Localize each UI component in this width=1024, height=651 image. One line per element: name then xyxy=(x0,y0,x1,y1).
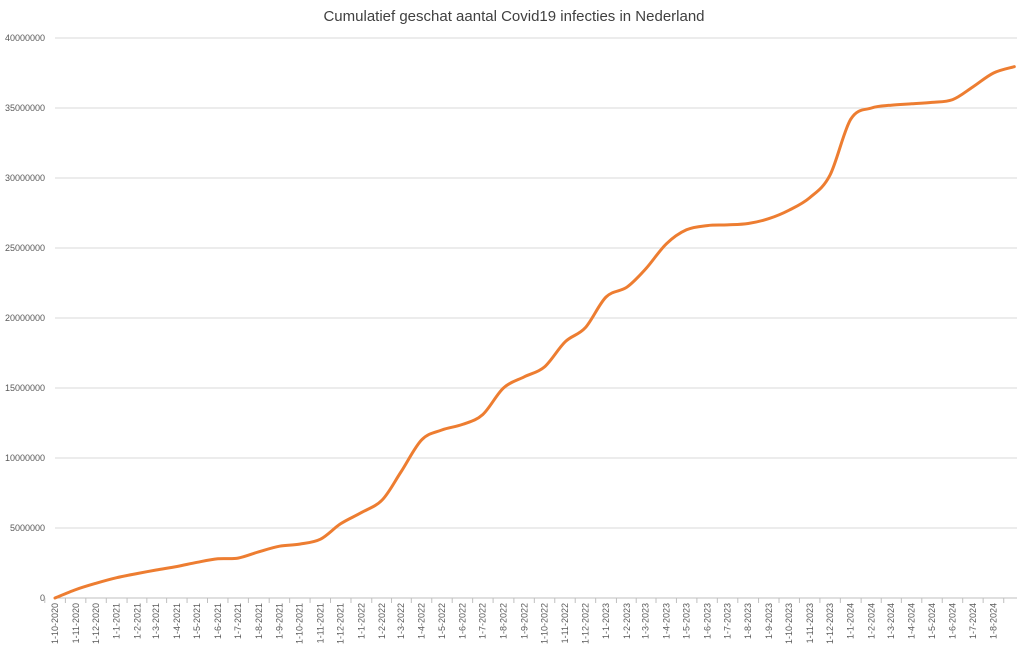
x-tick-label: 1-11-2023 xyxy=(805,603,815,643)
x-tick-label: 1-11-2021 xyxy=(315,603,325,643)
y-tick-label: 30000000 xyxy=(5,173,45,183)
x-tick-label: 1-5-2022 xyxy=(437,603,447,639)
x-tick-label: 1-8-2021 xyxy=(254,603,264,639)
y-tick-label: 40000000 xyxy=(5,33,45,43)
x-tick-label: 1-4-2022 xyxy=(417,603,427,639)
gridlines xyxy=(55,37,1017,529)
x-tick-label: 1-10-2020 xyxy=(50,603,60,644)
x-tick-label: 1-12-2023 xyxy=(825,603,835,644)
x-tick-label: 1-3-2023 xyxy=(641,603,651,639)
x-tick-label: 1-6-2023 xyxy=(702,603,712,639)
y-tick-label: 35000000 xyxy=(5,103,45,113)
x-tick-label: 1-6-2024 xyxy=(948,603,958,639)
y-tick-label: 5000000 xyxy=(10,523,45,533)
x-tick-label: 1-2-2024 xyxy=(867,603,877,639)
y-tick-label: 10000000 xyxy=(5,453,45,463)
x-tick-label: 1-3-2021 xyxy=(151,603,161,639)
chart-title: Cumulatief geschat aantal Covid19 infect… xyxy=(323,8,704,25)
x-tick-label: 1-7-2023 xyxy=(722,603,732,639)
x-tick-label: 1-7-2021 xyxy=(233,603,243,639)
x-tick-label: 1-12-2020 xyxy=(91,603,101,644)
x-tick-label: 1-6-2021 xyxy=(213,603,223,639)
y-tick-label: 25000000 xyxy=(5,243,45,253)
x-tick-label: 1-11-2022 xyxy=(560,603,570,643)
x-tick-label: 1-10-2022 xyxy=(539,603,549,644)
y-tick-label: 20000000 xyxy=(5,313,45,323)
x-tick-label: 1-7-2022 xyxy=(478,603,488,639)
x-tick-label: 1-9-2022 xyxy=(519,603,529,639)
x-tick-label: 1-8-2024 xyxy=(989,603,999,639)
x-axis: 1-10-2020 1-11-2020 1-12-2020 1-1-2021 1-2-2… xyxy=(44,597,1017,644)
x-tick-label: 1-1-2023 xyxy=(601,603,611,639)
x-tick-label: 1-4-2024 xyxy=(907,603,917,639)
series-layer xyxy=(53,65,1016,600)
x-tick-label: 1-11-2020 xyxy=(71,603,81,643)
series-line xyxy=(53,65,1016,600)
y-axis-tick-labels: 0 5000000 10000000 15000000 20000000 25000000… xyxy=(5,33,45,603)
x-tick-label: 1-7-2024 xyxy=(968,603,978,639)
x-tick-label: 1-3-2022 xyxy=(396,603,406,639)
y-tick-label: 0 xyxy=(40,593,45,603)
x-tick-label: 1-3-2024 xyxy=(886,603,896,639)
x-tick-label: 1-9-2023 xyxy=(764,603,774,639)
x-tick-label: 1-1-2021 xyxy=(112,603,122,639)
x-tick-label: 1-5-2023 xyxy=(682,603,692,639)
x-tick-label: 1-2-2022 xyxy=(377,603,387,639)
x-tick-label: 1-4-2023 xyxy=(661,603,671,639)
x-tick-label: 1-1-2022 xyxy=(356,603,366,639)
x-tick-label: 1-2-2021 xyxy=(132,603,142,639)
x-tick-label: 1-2-2023 xyxy=(622,603,632,639)
y-tick-label: 15000000 xyxy=(5,383,45,393)
x-tick-label: 1-1-2024 xyxy=(846,603,856,639)
x-tick-label: 1-10-2023 xyxy=(784,603,794,644)
x-tick-label: 1-12-2022 xyxy=(580,603,590,644)
x-tick-label: 1-8-2023 xyxy=(743,603,753,639)
x-tick-label: 1-4-2021 xyxy=(172,603,182,639)
x-tick-label: 1-12-2021 xyxy=(336,603,346,644)
x-tick-label: 1-5-2024 xyxy=(927,603,937,639)
x-tick-label: 1-9-2021 xyxy=(275,603,285,639)
x-tick-label: 1-5-2021 xyxy=(192,603,202,639)
x-tick-label: 1-8-2022 xyxy=(498,603,508,639)
x-tick-label: 1-10-2021 xyxy=(295,603,305,644)
x-tick-label: 1-6-2022 xyxy=(458,603,468,639)
